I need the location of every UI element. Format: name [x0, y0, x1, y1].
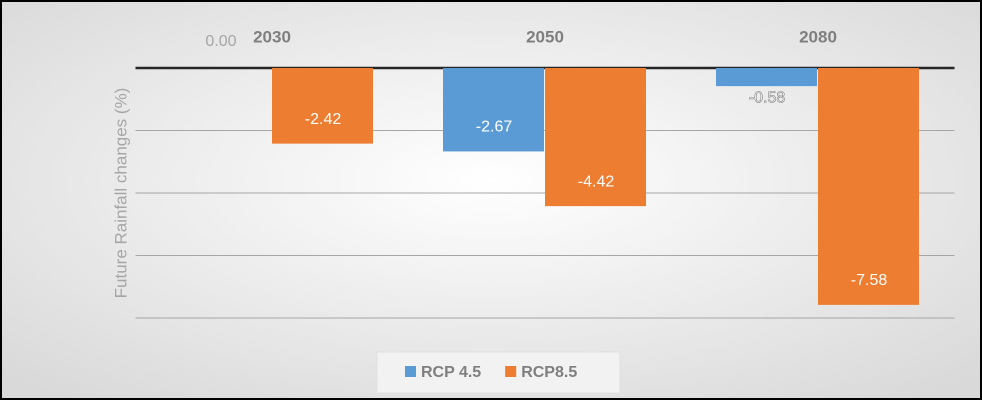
x-tick-label: 2080: [799, 27, 837, 46]
legend-swatch: [405, 366, 416, 377]
data-label: -4.42: [578, 173, 615, 190]
bar: [716, 68, 817, 87]
data-label: 0.00: [205, 33, 236, 50]
bar: [818, 68, 919, 305]
legend-box: [376, 351, 621, 394]
y-axis-label: Future Rainfall changes (%): [111, 88, 130, 299]
legend-swatch: [505, 366, 517, 377]
data-label: -0.58: [749, 89, 786, 106]
x-tick-label: 2050: [526, 27, 564, 46]
data-label: -2.42: [305, 111, 342, 128]
x-tick-label: 2030: [253, 27, 291, 46]
legend-label: RCP 4.5: [421, 364, 481, 381]
legend-label: RCP8.5: [521, 364, 577, 381]
bar: [272, 68, 373, 144]
bar: [443, 68, 544, 152]
bar: [545, 68, 646, 207]
data-label: -2.67: [476, 119, 513, 136]
data-label: -7.58: [851, 272, 888, 289]
